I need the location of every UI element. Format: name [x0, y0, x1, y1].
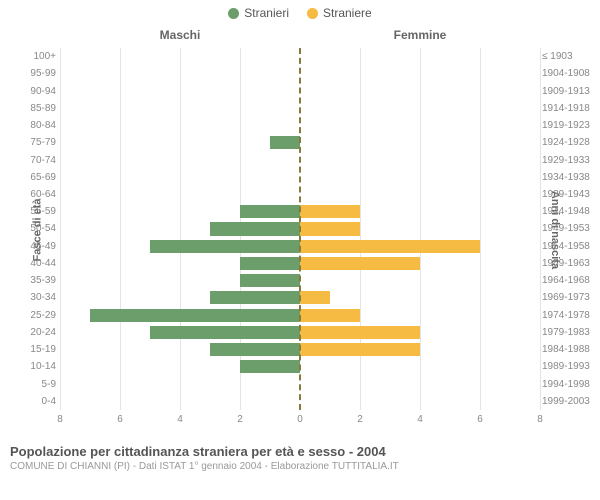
- age-label: 45-49: [16, 241, 56, 252]
- x-tick: 8: [537, 414, 543, 425]
- age-label: 70-74: [16, 155, 56, 166]
- plot-area: 100+≤ 190395-991904-190890-941909-191385…: [60, 48, 540, 410]
- header-male: Maschi: [60, 28, 300, 42]
- age-label: 65-69: [16, 172, 56, 183]
- bar-male: [210, 291, 300, 304]
- birth-label: 1969-1973: [542, 292, 598, 303]
- bar-female: [300, 222, 360, 235]
- birth-label: 1979-1983: [542, 327, 598, 338]
- bar-male: [150, 326, 300, 339]
- bar-male: [210, 343, 300, 356]
- birth-label: 1924-1928: [542, 137, 598, 148]
- age-label: 90-94: [16, 86, 56, 97]
- age-label: 35-39: [16, 275, 56, 286]
- legend-label-female: Straniere: [323, 6, 372, 20]
- bar-female: [300, 326, 420, 339]
- birth-label: 1954-1958: [542, 241, 598, 252]
- birth-label: 1984-1988: [542, 344, 598, 355]
- x-tick: 6: [477, 414, 483, 425]
- birth-label: 1989-1993: [542, 361, 598, 372]
- age-label: 60-64: [16, 189, 56, 200]
- birth-label: 1929-1933: [542, 155, 598, 166]
- bar-female: [300, 205, 360, 218]
- bar-female: [300, 309, 360, 322]
- chart-title: Popolazione per cittadinanza straniera p…: [10, 444, 590, 459]
- birth-label: 1904-1908: [542, 68, 598, 79]
- bar-female: [300, 257, 420, 270]
- birth-label: ≤ 1903: [542, 51, 598, 62]
- bar-female: [300, 291, 330, 304]
- header-female: Femmine: [300, 28, 540, 42]
- legend-item-male: Stranieri: [228, 6, 289, 20]
- bar-female: [300, 343, 420, 356]
- age-label: 50-54: [16, 223, 56, 234]
- bar-male: [240, 360, 300, 373]
- x-tick: 2: [237, 414, 243, 425]
- age-label: 75-79: [16, 137, 56, 148]
- birth-label: 1939-1943: [542, 189, 598, 200]
- column-headers: Maschi Femmine: [60, 28, 540, 42]
- age-label: 85-89: [16, 103, 56, 114]
- age-label: 10-14: [16, 361, 56, 372]
- pyramid-chart: Maschi Femmine Fasce di età Anni di nasc…: [0, 20, 600, 440]
- age-label: 55-59: [16, 206, 56, 217]
- age-label: 30-34: [16, 292, 56, 303]
- x-tick: 8: [57, 414, 63, 425]
- legend-label-male: Stranieri: [244, 6, 289, 20]
- chart-subtitle: COMUNE DI CHIANNI (PI) - Dati ISTAT 1° g…: [10, 461, 590, 472]
- birth-label: 1934-1938: [542, 172, 598, 183]
- age-label: 20-24: [16, 327, 56, 338]
- x-tick: 4: [177, 414, 183, 425]
- x-tick: 0: [297, 414, 303, 425]
- bar-male: [240, 257, 300, 270]
- bar-male: [150, 240, 300, 253]
- birth-label: 1944-1948: [542, 206, 598, 217]
- swatch-female: [307, 8, 318, 19]
- bar-female: [300, 240, 480, 253]
- age-label: 5-9: [16, 379, 56, 390]
- age-label: 40-44: [16, 258, 56, 269]
- legend: Stranieri Straniere: [0, 0, 600, 20]
- age-label: 15-19: [16, 344, 56, 355]
- birth-label: 1914-1918: [542, 103, 598, 114]
- x-tick: 2: [357, 414, 363, 425]
- center-line: [299, 48, 301, 410]
- bar-male: [210, 222, 300, 235]
- birth-label: 1974-1978: [542, 310, 598, 321]
- birth-label: 1949-1953: [542, 223, 598, 234]
- legend-item-female: Straniere: [307, 6, 372, 20]
- birth-label: 1994-1998: [542, 379, 598, 390]
- x-axis: 8 6 4 2 0 2 4 6 8: [60, 414, 540, 428]
- birth-label: 1964-1968: [542, 275, 598, 286]
- birth-label: 1919-1923: [542, 120, 598, 131]
- birth-label: 1999-2003: [542, 396, 598, 407]
- bar-male: [270, 136, 300, 149]
- x-tick: 6: [117, 414, 123, 425]
- bar-male: [240, 205, 300, 218]
- age-label: 0-4: [16, 396, 56, 407]
- x-tick: 4: [417, 414, 423, 425]
- bar-male: [240, 274, 300, 287]
- grid-line: [540, 48, 541, 410]
- birth-label: 1909-1913: [542, 86, 598, 97]
- age-label: 100+: [16, 51, 56, 62]
- birth-label: 1959-1963: [542, 258, 598, 269]
- footer: Popolazione per cittadinanza straniera p…: [0, 440, 600, 472]
- bar-male: [90, 309, 300, 322]
- age-label: 95-99: [16, 68, 56, 79]
- age-label: 80-84: [16, 120, 56, 131]
- swatch-male: [228, 8, 239, 19]
- age-label: 25-29: [16, 310, 56, 321]
